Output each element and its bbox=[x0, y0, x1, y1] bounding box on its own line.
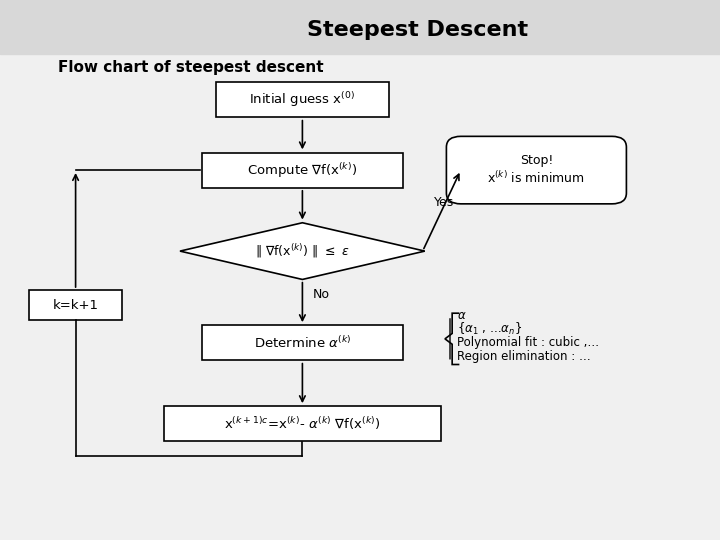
Text: Yes: Yes bbox=[434, 196, 454, 209]
Text: $\alpha$: $\alpha$ bbox=[457, 309, 467, 322]
Text: Flow chart of steepest descent: Flow chart of steepest descent bbox=[58, 60, 323, 75]
Text: Steepest Descent: Steepest Descent bbox=[307, 19, 528, 40]
Text: $\|$ $\nabla$f(x$^{(k)}$) $\|$ $\leq$ $\varepsilon$: $\|$ $\nabla$f(x$^{(k)}$) $\|$ $\leq$ $\… bbox=[255, 242, 350, 260]
Bar bbox=[0, 0, 720, 54]
Text: Region elimination : …: Region elimination : … bbox=[457, 350, 591, 363]
FancyBboxPatch shape bbox=[163, 406, 441, 442]
Text: Polynomial fit : cubic ,…: Polynomial fit : cubic ,… bbox=[457, 336, 599, 349]
FancyBboxPatch shape bbox=[202, 325, 403, 361]
Text: k=k+1: k=k+1 bbox=[53, 299, 99, 312]
Text: Stop!
x$^{(k)}$ is minimum: Stop! x$^{(k)}$ is minimum bbox=[487, 154, 585, 186]
Text: {$\alpha_1$ , …$\alpha_n$}: {$\alpha_1$ , …$\alpha_n$} bbox=[457, 321, 522, 338]
Text: No: No bbox=[313, 288, 330, 301]
Polygon shape bbox=[180, 222, 425, 280]
Text: Compute $\nabla$f(x$^{(k)}$): Compute $\nabla$f(x$^{(k)}$) bbox=[247, 160, 358, 179]
FancyBboxPatch shape bbox=[202, 152, 403, 187]
Text: Initial guess x$^{(0)}$: Initial guess x$^{(0)}$ bbox=[249, 91, 356, 109]
Text: x$^{(k+1)c}$=x$^{(k)}$- $\alpha^{(k)}$ $\nabla$f(x$^{(k)}$): x$^{(k+1)c}$=x$^{(k)}$- $\alpha^{(k)}$ $… bbox=[224, 415, 381, 433]
FancyBboxPatch shape bbox=[29, 291, 122, 320]
FancyBboxPatch shape bbox=[446, 136, 626, 204]
Text: Determine $\alpha^{(k)}$: Determine $\alpha^{(k)}$ bbox=[253, 335, 351, 351]
FancyBboxPatch shape bbox=[216, 82, 389, 117]
